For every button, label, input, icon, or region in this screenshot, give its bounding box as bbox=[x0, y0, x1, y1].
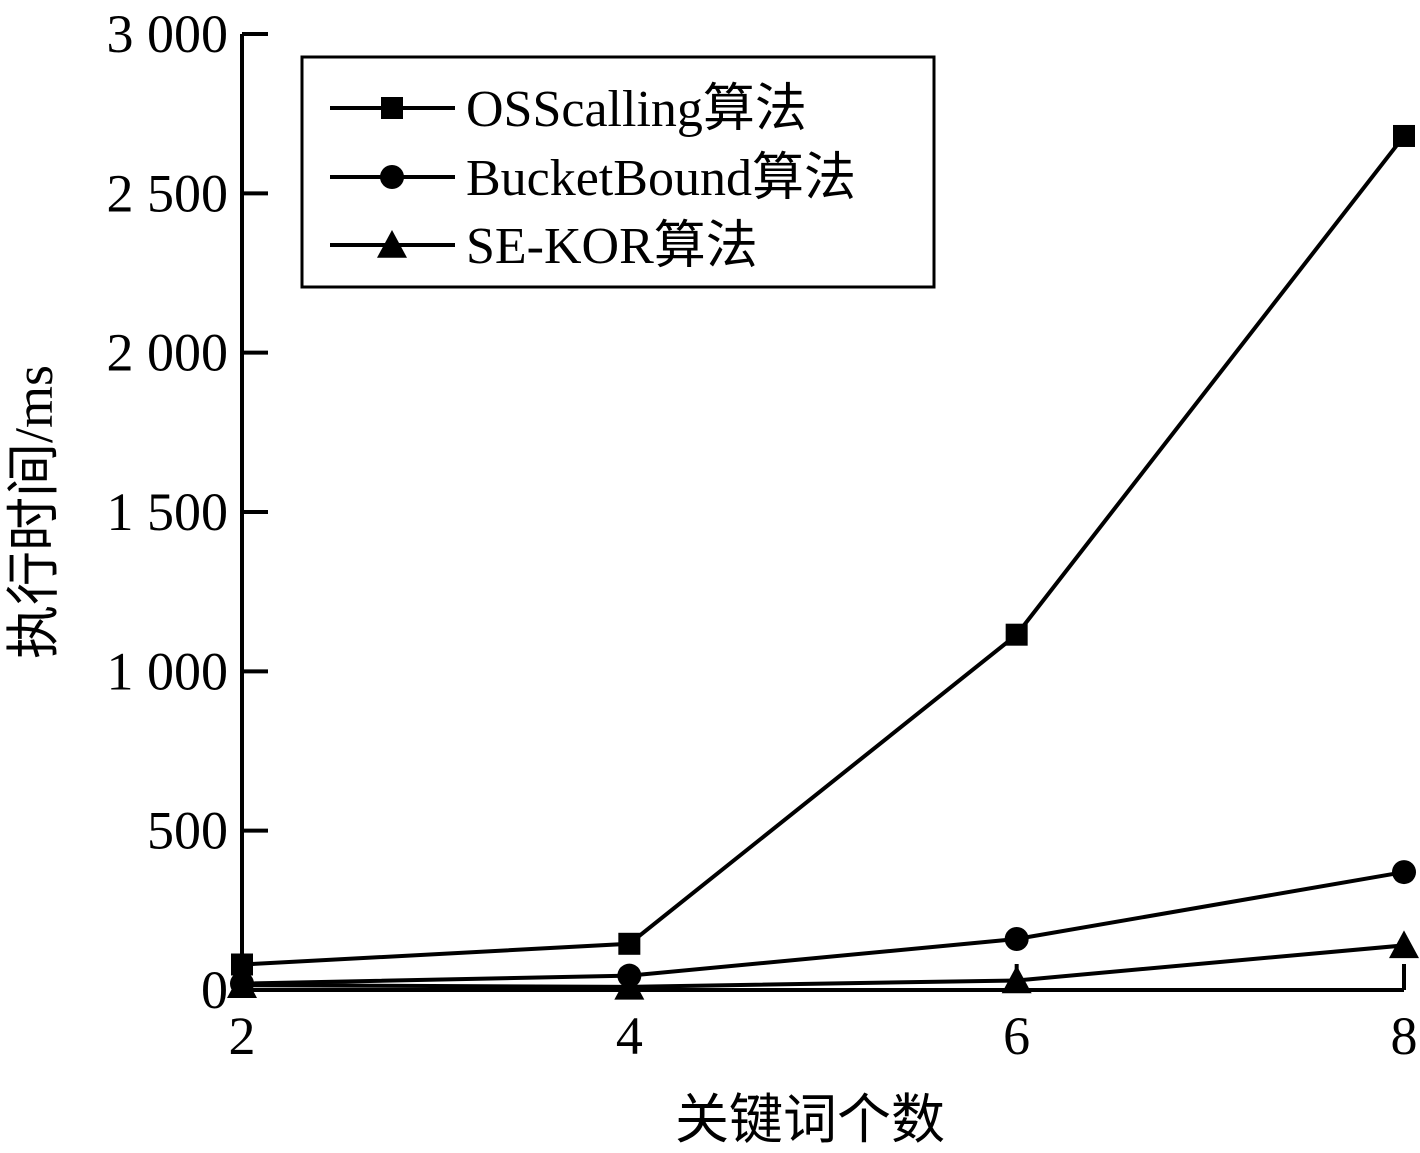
data-point-circle bbox=[1392, 860, 1416, 885]
y-tick-label: 2 000 bbox=[107, 323, 229, 383]
x-tick-label: 4 bbox=[616, 1006, 643, 1066]
data-point-square bbox=[618, 932, 641, 955]
y-axis-title: 执行时间/ms bbox=[4, 365, 64, 659]
y-tick-label: 3 000 bbox=[107, 4, 229, 64]
legend-marker-triangle bbox=[377, 230, 407, 258]
series-circle bbox=[230, 860, 1416, 996]
series-layer bbox=[227, 124, 1419, 1000]
series-line bbox=[241, 943, 1405, 989]
series-triangle bbox=[227, 930, 1419, 1000]
legend-label: OSScalling算法 bbox=[466, 81, 807, 138]
data-point-square bbox=[1005, 623, 1028, 646]
data-point-square bbox=[1393, 124, 1415, 147]
y-tick-label: 1 500 bbox=[107, 482, 229, 542]
data-point-triangle bbox=[1389, 930, 1419, 959]
x-tick-label: 6 bbox=[1003, 1006, 1030, 1066]
data-point-triangle bbox=[614, 971, 645, 1000]
axes: 0 500 1 000 1 500 2 000 2 500 3 000 2 4 6 8 bbox=[107, 4, 1418, 1066]
y-tick-label: 500 bbox=[147, 801, 228, 861]
data-point-square bbox=[231, 953, 253, 976]
y-tick-label: 1 000 bbox=[107, 641, 229, 701]
legend-marker-circle bbox=[380, 165, 404, 189]
series-line bbox=[241, 134, 1406, 967]
series-square bbox=[231, 124, 1415, 976]
x-tick-label: 8 bbox=[1391, 1006, 1418, 1066]
y-ticks: 0 500 1 000 1 500 2 000 2 500 3 000 bbox=[107, 4, 268, 1020]
series-line bbox=[241, 870, 1405, 986]
legend: OSScalling算法 BucketBound算法 SE-KOR算法 bbox=[300, 55, 936, 289]
legend-label: BucketBound算法 bbox=[466, 150, 856, 207]
legend-box bbox=[300, 55, 936, 289]
x-axis-title: 关键词个数 bbox=[675, 1090, 945, 1150]
legend-label: SE-KOR算法 bbox=[466, 218, 758, 275]
y-tick-label: 0 bbox=[201, 960, 228, 1020]
x-tick-label: 2 bbox=[229, 1006, 256, 1066]
data-point-circle bbox=[1004, 927, 1029, 952]
y-tick-label: 2 500 bbox=[107, 163, 229, 223]
legend-marker-square bbox=[381, 97, 403, 119]
data-point-triangle bbox=[1001, 965, 1032, 994]
data-point-triangle bbox=[227, 970, 257, 998]
